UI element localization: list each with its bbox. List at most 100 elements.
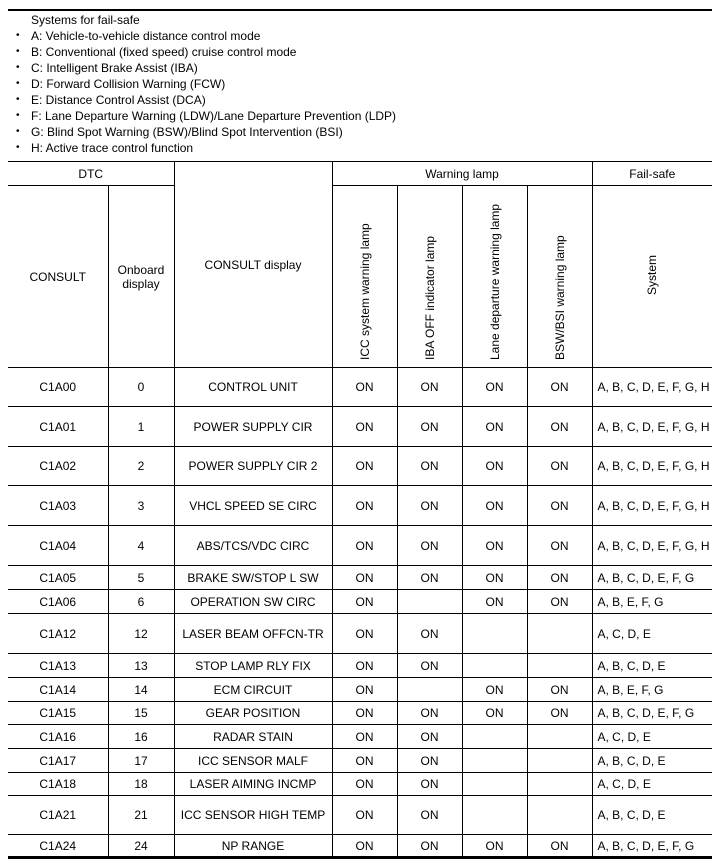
failsafe-systems: A, B, E, F, G — [591, 677, 712, 702]
header-system: System — [645, 255, 660, 296]
header-dtc: DTC — [8, 161, 175, 186]
onboard-code: 14 — [107, 677, 175, 702]
bsw-lamp — [526, 748, 593, 773]
bsw-lamp — [526, 653, 593, 678]
bsw-lamp: ON — [526, 589, 593, 614]
consult-code: C1A01 — [8, 406, 109, 447]
table-row: C1A03 3 VHCL SPEED SE CIRC ON ON ON ON A, B, C,… — [8, 485, 712, 526]
lane-lamp: ON — [461, 367, 528, 407]
lane-lamp: ON — [461, 485, 528, 526]
onboard-code: 16 — [107, 724, 175, 749]
table-row: C1A04 4 ABS/TCS/VDC CIRC ON ON ON ON A, B, C, D… — [8, 525, 712, 566]
header-onboard-display: Onboard display — [107, 185, 175, 368]
consult-code: C1A24 — [8, 834, 109, 859]
lane-lamp — [461, 724, 528, 749]
iba-lamp: ON — [396, 446, 463, 486]
consult-display: GEAR POSITION — [173, 701, 333, 725]
notes-item: C: Intelligent Brake Assist (IBA) — [14, 60, 396, 76]
icc-lamp: ON — [331, 613, 398, 654]
bsw-lamp — [526, 772, 593, 796]
failsafe-systems: A, B, C, D, E, F, G, H — [591, 485, 712, 526]
table-row: C1A12 12 LASER BEAM OFFCN-TR ON ON A, C, D, E — [8, 613, 712, 654]
icc-lamp: ON — [331, 653, 398, 678]
notes-item: B: Conventional (fixed speed) cruise con… — [14, 44, 396, 60]
lane-lamp — [461, 772, 528, 796]
table-row: C1A21 21 ICC SENSOR HIGH TEMP ON ON A, B, C, … — [8, 795, 712, 835]
header-lane-lamp: Lane departure warning lamp — [487, 203, 502, 360]
failsafe-systems: A, B, C, D, E, F, G, H — [591, 406, 712, 447]
lane-lamp: ON — [461, 677, 528, 702]
lane-lamp — [461, 748, 528, 773]
table-row: C1A06 6 OPERATION SW CIRC ON ON ON A, B, E, F,… — [8, 589, 712, 614]
onboard-code: 2 — [107, 446, 175, 486]
iba-lamp: ON — [396, 613, 463, 654]
consult-code: C1A02 — [8, 446, 109, 486]
lane-lamp: ON — [461, 834, 528, 859]
consult-display: POWER SUPPLY CIR 2 — [173, 446, 333, 486]
bsw-lamp: ON — [526, 367, 593, 407]
icc-lamp: ON — [331, 446, 398, 486]
iba-lamp: ON — [396, 748, 463, 773]
header-bsw-lamp: BSW/BSI warning lamp — [552, 235, 567, 360]
notes-item: G: Blind Spot Warning (BSW)/Blind Spot I… — [14, 124, 396, 140]
failsafe-systems: A, B, C, D, E, F, G — [591, 565, 712, 590]
table-row: C1A00 0 CONTROL UNIT ON ON ON ON A, B, C, D, E,… — [8, 367, 712, 407]
onboard-code: 17 — [107, 748, 175, 773]
lane-lamp — [461, 613, 528, 654]
failsafe-systems: A, B, C, D, E, F, G — [591, 834, 712, 859]
lane-lamp: ON — [461, 565, 528, 590]
consult-display: LASER AIMING INCMP — [173, 772, 333, 796]
onboard-code: 1 — [107, 406, 175, 447]
bsw-lamp: ON — [526, 406, 593, 447]
table-row: C1A14 14 ECM CIRCUIT ON ON ON A, B, E, F, G — [8, 677, 712, 702]
onboard-code: 6 — [107, 589, 175, 614]
failsafe-systems: A, B, C, D, E — [591, 748, 712, 773]
iba-lamp: ON — [396, 701, 463, 725]
consult-code: C1A18 — [8, 772, 109, 796]
table-row: C1A18 18 LASER AIMING INCMP ON ON A, C, D, E — [8, 772, 712, 796]
bsw-lamp: ON — [526, 485, 593, 526]
consult-code: C1A00 — [8, 367, 109, 407]
icc-lamp: ON — [331, 367, 398, 407]
bsw-lamp — [526, 795, 593, 835]
table-row: C1A16 16 RADAR STAIN ON ON A, C, D, E — [8, 724, 712, 749]
header-system-cell: System — [591, 185, 712, 368]
failsafe-systems: A, B, E, F, G — [591, 589, 712, 614]
consult-code: C1A21 — [8, 795, 109, 835]
onboard-code: 5 — [107, 565, 175, 590]
dtc-table: DTC CONSULT display Warning lamp Fail-sa… — [8, 161, 712, 859]
icc-lamp: ON — [331, 834, 398, 859]
header-consult-display: CONSULT display — [173, 161, 333, 368]
header-bsw-cell: BSW/BSI warning lamp — [526, 185, 593, 368]
consult-code: C1A16 — [8, 724, 109, 749]
notes-title: Systems for fail-safe — [31, 13, 140, 27]
consult-code: C1A17 — [8, 748, 109, 773]
consult-code: C1A06 — [8, 589, 109, 614]
icc-lamp: ON — [331, 589, 398, 614]
consult-display: RADAR STAIN — [173, 724, 333, 749]
lane-lamp: ON — [461, 446, 528, 486]
iba-lamp: ON — [396, 367, 463, 407]
onboard-code: 12 — [107, 613, 175, 654]
iba-lamp: ON — [396, 485, 463, 526]
consult-code: C1A13 — [8, 653, 109, 678]
table-body: C1A00 0 CONTROL UNIT ON ON ON ON A, B, C, D, E,… — [8, 367, 712, 859]
failsafe-systems: A, B, C, D, E, F, G, H — [591, 525, 712, 566]
failsafe-systems: A, B, C, D, E, F, G, H — [591, 367, 712, 407]
failsafe-systems-notes: Systems for fail-safe A: Vehicle-to-vehi… — [14, 12, 396, 156]
iba-lamp: ON — [396, 795, 463, 835]
failsafe-systems: A, C, D, E — [591, 613, 712, 654]
notes-list: A: Vehicle-to-vehicle distance control m… — [14, 28, 396, 156]
bsw-lamp — [526, 613, 593, 654]
notes-item: A: Vehicle-to-vehicle distance control m… — [14, 28, 396, 44]
icc-lamp: ON — [331, 748, 398, 773]
header-iba-cell: IBA OFF indicator lamp — [396, 185, 463, 368]
header-iba-lamp: IBA OFF indicator lamp — [422, 235, 437, 360]
consult-display: CONTROL UNIT — [173, 367, 333, 407]
lane-lamp — [461, 795, 528, 835]
consult-display: STOP LAMP RLY FIX — [173, 653, 333, 678]
consult-code: C1A03 — [8, 485, 109, 526]
consult-display: ICC SENSOR HIGH TEMP — [173, 795, 333, 835]
consult-code: C1A15 — [8, 701, 109, 725]
bsw-lamp: ON — [526, 701, 593, 725]
